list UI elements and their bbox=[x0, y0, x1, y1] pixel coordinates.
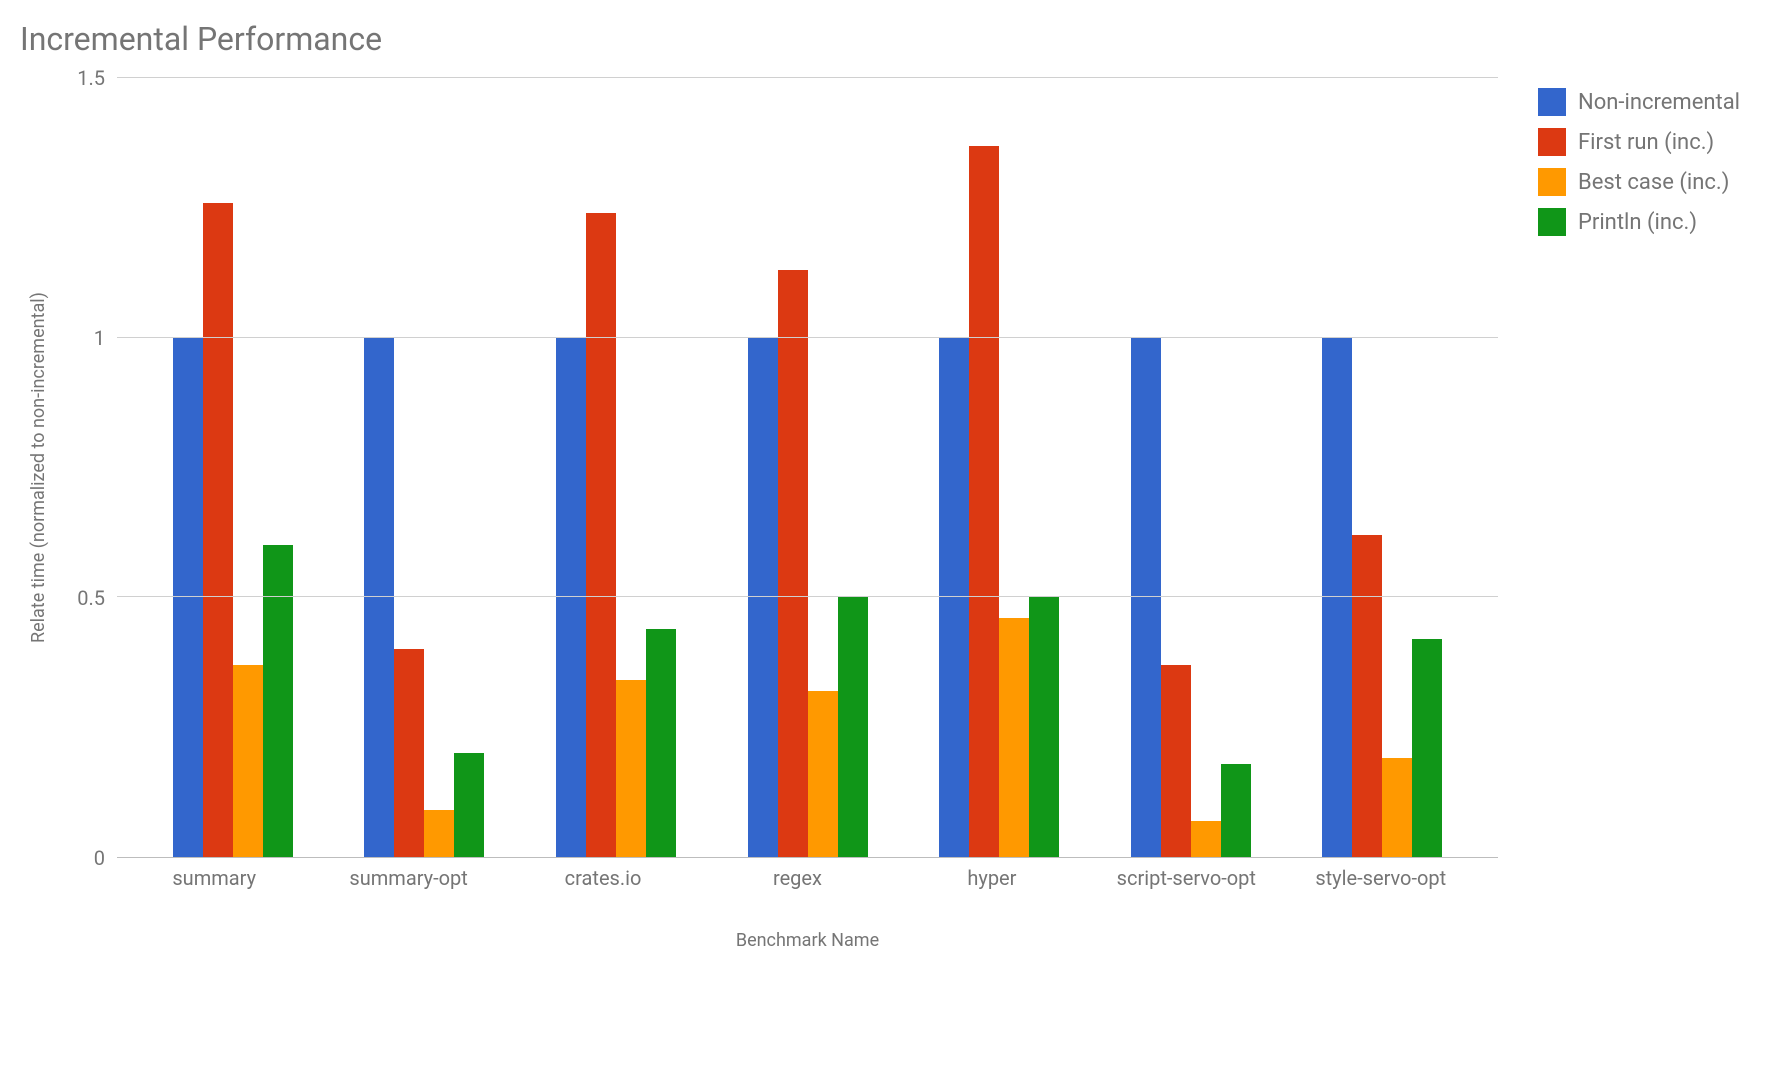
bar bbox=[424, 810, 454, 857]
bar-group bbox=[903, 78, 1095, 857]
legend: Non-incremental First run (inc.) Best case… bbox=[1498, 78, 1758, 998]
legend-swatch bbox=[1538, 168, 1566, 196]
bar-group bbox=[520, 78, 712, 857]
bar bbox=[1412, 639, 1442, 857]
x-tick-label: style-servo-opt bbox=[1284, 866, 1478, 890]
y-tick-label: 1.5 bbox=[77, 66, 105, 90]
gridline bbox=[117, 77, 1498, 78]
bar bbox=[1382, 758, 1412, 857]
legend-swatch bbox=[1538, 88, 1566, 116]
bar bbox=[1029, 597, 1059, 857]
x-tick-label: crates.io bbox=[506, 866, 700, 890]
x-tick-label: summary-opt bbox=[311, 866, 505, 890]
bar bbox=[1161, 665, 1191, 857]
plot-with-yticks: 00.511.5 bbox=[57, 78, 1498, 858]
bar bbox=[233, 665, 263, 857]
y-tick-label: 0 bbox=[94, 846, 105, 870]
bars-layer bbox=[117, 78, 1498, 857]
chart-body: Relate time (normalized to non-increment… bbox=[20, 78, 1758, 998]
gridline bbox=[117, 337, 1498, 338]
bar bbox=[999, 618, 1029, 857]
legend-item: Best case (inc.) bbox=[1538, 168, 1758, 196]
bar-group bbox=[137, 78, 329, 857]
bar bbox=[616, 680, 646, 857]
legend-label: First run (inc.) bbox=[1578, 130, 1714, 155]
legend-label: Println (inc.) bbox=[1578, 210, 1697, 235]
y-tick-label: 0.5 bbox=[77, 586, 105, 610]
y-axis-label: Relate time (normalized to non-increment… bbox=[20, 78, 57, 858]
bar bbox=[838, 597, 868, 857]
legend-item: First run (inc.) bbox=[1538, 128, 1758, 156]
bar bbox=[646, 629, 676, 858]
x-tick-label: hyper bbox=[895, 866, 1089, 890]
bar bbox=[263, 545, 293, 857]
y-tick-label: 1 bbox=[94, 326, 105, 350]
bar bbox=[969, 146, 999, 857]
plot-area-wrapper: 00.511.5 summarysummary-optcrates.iorege… bbox=[57, 78, 1498, 998]
bar bbox=[1221, 764, 1251, 857]
bar bbox=[1191, 821, 1221, 857]
legend-swatch bbox=[1538, 208, 1566, 236]
chart-container: Incremental Performance Relate time (nor… bbox=[20, 20, 1758, 1048]
legend-label: Non-incremental bbox=[1578, 90, 1740, 115]
chart-title: Incremental Performance bbox=[20, 20, 1758, 58]
x-axis-ticks: summarysummary-optcrates.ioregexhyperscr… bbox=[57, 858, 1498, 890]
bar-group bbox=[1286, 78, 1478, 857]
legend-item: Non-incremental bbox=[1538, 88, 1758, 116]
x-tick-label: script-servo-opt bbox=[1089, 866, 1283, 890]
gridline bbox=[117, 596, 1498, 597]
bar bbox=[394, 649, 424, 857]
bar-group bbox=[329, 78, 521, 857]
legend-swatch bbox=[1538, 128, 1566, 156]
bar bbox=[586, 213, 616, 857]
bar bbox=[808, 691, 838, 857]
x-axis-label: Benchmark Name bbox=[57, 930, 1498, 951]
bar bbox=[203, 203, 233, 857]
bar bbox=[454, 753, 484, 857]
plot-area bbox=[117, 78, 1498, 858]
x-tick-label: summary bbox=[117, 866, 311, 890]
bar-group bbox=[712, 78, 904, 857]
legend-item: Println (inc.) bbox=[1538, 208, 1758, 236]
y-axis-ticks: 00.511.5 bbox=[57, 78, 117, 858]
legend-label: Best case (inc.) bbox=[1578, 170, 1729, 195]
x-tick-label: regex bbox=[700, 866, 894, 890]
bar bbox=[1352, 535, 1382, 857]
bar bbox=[778, 270, 808, 857]
bar-group bbox=[1095, 78, 1287, 857]
